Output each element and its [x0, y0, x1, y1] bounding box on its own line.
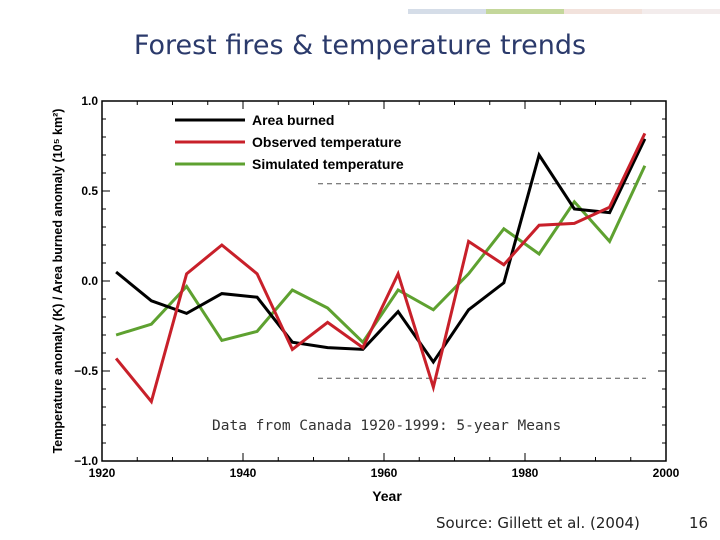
header-decor-segment-1 [408, 9, 486, 14]
header-decor-segment-2 [486, 9, 564, 14]
x-tick-label: 1920 [89, 466, 116, 480]
legend-label-2: Observed temperature [252, 134, 402, 150]
slide-title: Forest fires & temperature trends [133, 30, 587, 61]
reference-lines [318, 183, 646, 379]
source-note: Source: Gillett et al. (2004) [436, 514, 640, 532]
plot-frame [101, 100, 667, 462]
page-number: 16 [689, 514, 709, 532]
legend-label-3: Simulated temperature [252, 156, 404, 172]
series-line-observed-temperature [114, 132, 647, 405]
chart-axes: 1920 1940 1960 1980 2000 1.0 0.5 0.0 −0.5 −1.0 [74, 94, 679, 480]
y-axis-label: Temperature anomaly (K) / Area burned an… [51, 109, 65, 454]
chart-legend: Area burned Observed temperature Simulated… [175, 112, 404, 172]
series-line-simulated-temperature [115, 165, 647, 345]
x-tick-label: 1980 [512, 466, 539, 480]
legend-label-1: Area burned [252, 112, 334, 128]
x-tick-label: 2000 [653, 466, 680, 480]
y-tick-label: 1.0 [81, 94, 98, 108]
chart-annotation: Data from Canada 1920-1999: 5-year Means [212, 418, 561, 434]
y-tick-label: 0.0 [81, 274, 98, 288]
x-tick-label: 1940 [230, 466, 257, 480]
header-decor-segment-4 [642, 9, 720, 14]
y-tick-label: 0.5 [81, 184, 98, 198]
x-axis-label: Year [372, 488, 402, 504]
chart-series [114, 132, 647, 405]
header-decor-segment-3 [564, 9, 642, 14]
x-tick-label: 1960 [371, 466, 398, 480]
series-line-area-burned [115, 138, 647, 365]
y-tick-label: −1.0 [74, 454, 98, 468]
y-tick-label: −0.5 [74, 364, 98, 378]
